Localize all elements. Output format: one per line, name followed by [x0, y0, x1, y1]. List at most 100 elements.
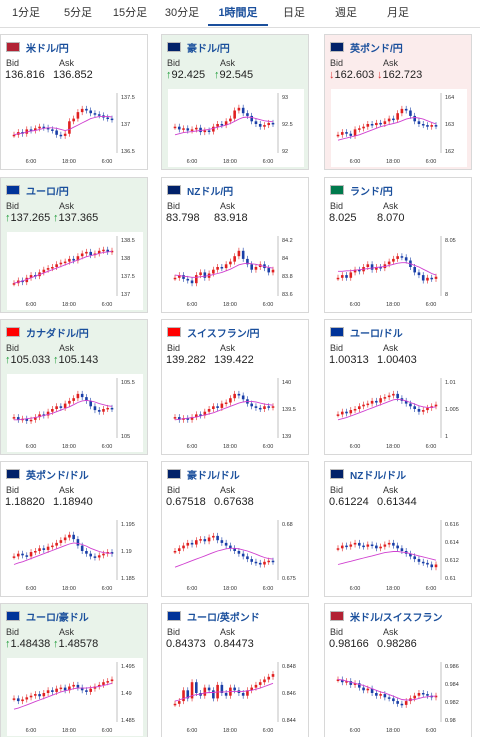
pair-name[interactable]: 英ポンド/ドル [26, 470, 89, 482]
candle-body [21, 553, 24, 556]
candle-body [379, 267, 382, 269]
chart-area[interactable]: 0.68 0.675 6:00 18:00 6:00 [168, 516, 304, 594]
chart-area[interactable]: 1.195 1.19 1.185 6:00 18:00 6:00 [7, 516, 143, 594]
x-tick-label: 6:00 [26, 159, 37, 165]
candle-body [254, 121, 258, 124]
chart-area[interactable]: 84.2 84 83.8 83.6 6:00 18:00 6:00 [168, 232, 304, 310]
chart-area[interactable]: 0.986 0.984 0.982 0.98 6:00 18:00 6:00 [331, 658, 467, 736]
tab-7[interactable]: 月足 [387, 7, 409, 19]
tab-4[interactable]: 1時間足 [208, 0, 268, 26]
pair-header: ユーロ/ドル [330, 326, 403, 340]
timeframe-tabs: 1分足 5分足 15分足 30分足 1時間足 日足 週足 月足 [0, 0, 480, 28]
candle-body [404, 400, 408, 404]
moving-average-line [13, 542, 112, 565]
candle-body [267, 560, 271, 563]
moving-average-line [337, 398, 437, 421]
x-tick-label: 18:00 [62, 302, 76, 308]
currency-pair-card[interactable]: ユーロ/ドル Bid Ask 1.00313 1.00403 1.01 1.005 1 6:00… [324, 319, 472, 455]
candle-body [207, 409, 211, 412]
candle-body [25, 418, 29, 421]
candle-body [353, 409, 357, 411]
chart-area[interactable]: 140 139.5 139 6:00 18:00 6:00 [168, 374, 304, 452]
tab-3[interactable]: 30分足 [164, 7, 200, 19]
candle-body [173, 703, 177, 706]
currency-pair-card[interactable]: カナダドル/円 Bid Ask ↑105.033 ↑105.143 105.5 105 6:0… [0, 319, 148, 455]
pair-name[interactable]: 英ポンド/円 [350, 43, 403, 55]
x-tick-label: 6:00 [263, 728, 274, 734]
y-tick-label: 1.485 [121, 718, 135, 724]
candle-body [72, 534, 75, 540]
tab-6[interactable]: 週足 [335, 7, 357, 19]
currency-pair-card[interactable]: NZドル/ドル Bid Ask 0.61224 0.61344 0.616 0.614 0.6… [324, 461, 472, 597]
pair-name[interactable]: スイスフラン/円 [187, 328, 260, 340]
candle-body [340, 275, 344, 278]
currency-pair-card[interactable]: 豪ドル/ドル Bid Ask 0.67518 0.67638 0.68 0.675 6:00 1… [161, 461, 309, 597]
candle-body [362, 404, 365, 407]
currency-pair-card[interactable]: ユーロ/円 Bid Ask ↑137.265 ↑137.365 138.5 138 137.5… [0, 177, 148, 313]
currency-pair-card[interactable]: 米ドル/円 Bid Ask 136.816 136.852 137.5 137 136.5 6:… [0, 34, 148, 170]
candle-body [38, 548, 41, 551]
currency-pair-card[interactable]: ユーロ/英ポンド Bid Ask 0.84373 0.84473 0.848 0.846 0.… [161, 603, 309, 737]
currency-pair-card[interactable]: ユーロ/豪ドル Bid Ask ↑1.48438 ↑1.48578 1.495 1.49 1.… [0, 603, 148, 737]
currency-pair-card[interactable]: 米ドル/スイスフラン Bid Ask 0.98166 0.98286 0.986 0.984… [324, 603, 472, 737]
candle-body [59, 134, 63, 137]
chart-area[interactable]: 137.5 137 136.5 6:00 18:00 6:00 [7, 89, 143, 167]
pair-name[interactable]: 米ドル/円 [26, 43, 69, 55]
candle-body [413, 406, 416, 409]
chart-area[interactable]: 1.01 1.005 1 6:00 18:00 6:00 [331, 374, 467, 452]
chart-area[interactable]: 93 92.5 92 6:00 18:00 6:00 [168, 89, 304, 167]
candle-body [89, 688, 92, 692]
candle-body [72, 258, 75, 261]
pair-name[interactable]: 米ドル/スイスフラン [350, 612, 443, 624]
currency-pair-card[interactable]: 英ポンド/ドル Bid Ask 1.18820 1.18940 1.195 1.19 1.18… [0, 461, 148, 597]
candle-body [220, 124, 224, 126]
candle-body [353, 129, 357, 136]
pair-name[interactable]: ユーロ/ドル [350, 328, 403, 340]
tab-5[interactable]: 日足 [283, 7, 305, 19]
pair-name[interactable]: NZドル/ドル [350, 470, 407, 482]
chart-area[interactable]: 105.5 105 6:00 18:00 6:00 [7, 374, 143, 452]
currency-pair-card[interactable]: NZドル/円 Bid Ask 83.798 83.918 84.2 84 83.8 83.6 6:… [161, 177, 309, 313]
candle-body [353, 542, 357, 545]
currency-pair-card[interactable]: ランド/円 Bid Ask 8.025 8.070 8.05 8 6:00 18:00 6:00 [324, 177, 472, 313]
y-tick-label: 1.005 [445, 407, 459, 413]
chart-area[interactable]: 138.5 138 137.5 137 6:00 18:00 6:00 [7, 232, 143, 310]
candle-body [72, 398, 75, 401]
candle-body [345, 545, 348, 548]
pair-name[interactable]: NZドル/円 [187, 186, 234, 198]
candle-body [426, 277, 429, 281]
tab-0[interactable]: 1分足 [11, 7, 41, 19]
pair-name[interactable]: ユーロ/豪ドル [26, 612, 89, 624]
candle-body [216, 267, 219, 270]
currency-pair-card[interactable]: 豪ドル/円 Bid Ask ↑92.425 ↑92.545 93 92.5 92 6:00 18:… [161, 34, 309, 170]
candle-body [379, 546, 382, 549]
pair-name[interactable]: ランド/円 [350, 186, 393, 198]
y-tick-label: 0.612 [445, 558, 459, 564]
candle-body [241, 250, 245, 259]
candle-body [258, 562, 262, 565]
candle-body [417, 272, 421, 276]
chart-area[interactable]: 0.616 0.614 0.612 0.61 6:00 18:00 6:00 [331, 516, 467, 594]
pair-name[interactable]: ユーロ/円 [26, 186, 69, 198]
candle-body [186, 542, 190, 546]
chart-area[interactable]: 164 163 162 6:00 18:00 6:00 [331, 89, 467, 167]
chart-area[interactable]: 1.495 1.49 1.485 6:00 18:00 6:00 [7, 658, 143, 736]
currency-pair-card[interactable]: 英ポンド/円 Bid Ask ↓162.603 ↓162.723 164 163 162 6:0… [324, 34, 472, 170]
pair-name[interactable]: 豪ドル/ドル [187, 470, 240, 482]
candle-body [375, 693, 378, 696]
candle-body [362, 126, 365, 129]
chart-area[interactable]: 0.848 0.846 0.844 6:00 18:00 6:00 [168, 658, 304, 736]
candle-body [106, 407, 110, 410]
bid-value: 139.282 [166, 354, 206, 366]
pair-name[interactable]: ユーロ/英ポンド [187, 612, 260, 624]
pair-name[interactable]: カナダドル/円 [26, 328, 89, 340]
candle-body [177, 701, 181, 704]
tab-1[interactable]: 5分足 [63, 7, 93, 19]
tab-2[interactable]: 15分足 [112, 7, 148, 19]
chart-area[interactable]: 8.05 8 6:00 18:00 6:00 [331, 232, 467, 310]
direction-arrow: ↑ [5, 212, 11, 224]
pair-name[interactable]: 豪ドル/円 [187, 43, 230, 55]
candle-body [12, 283, 16, 285]
candle-body [199, 414, 202, 416]
currency-pair-card[interactable]: スイスフラン/円 Bid Ask 139.282 139.422 140 139.5 139 6… [161, 319, 309, 455]
